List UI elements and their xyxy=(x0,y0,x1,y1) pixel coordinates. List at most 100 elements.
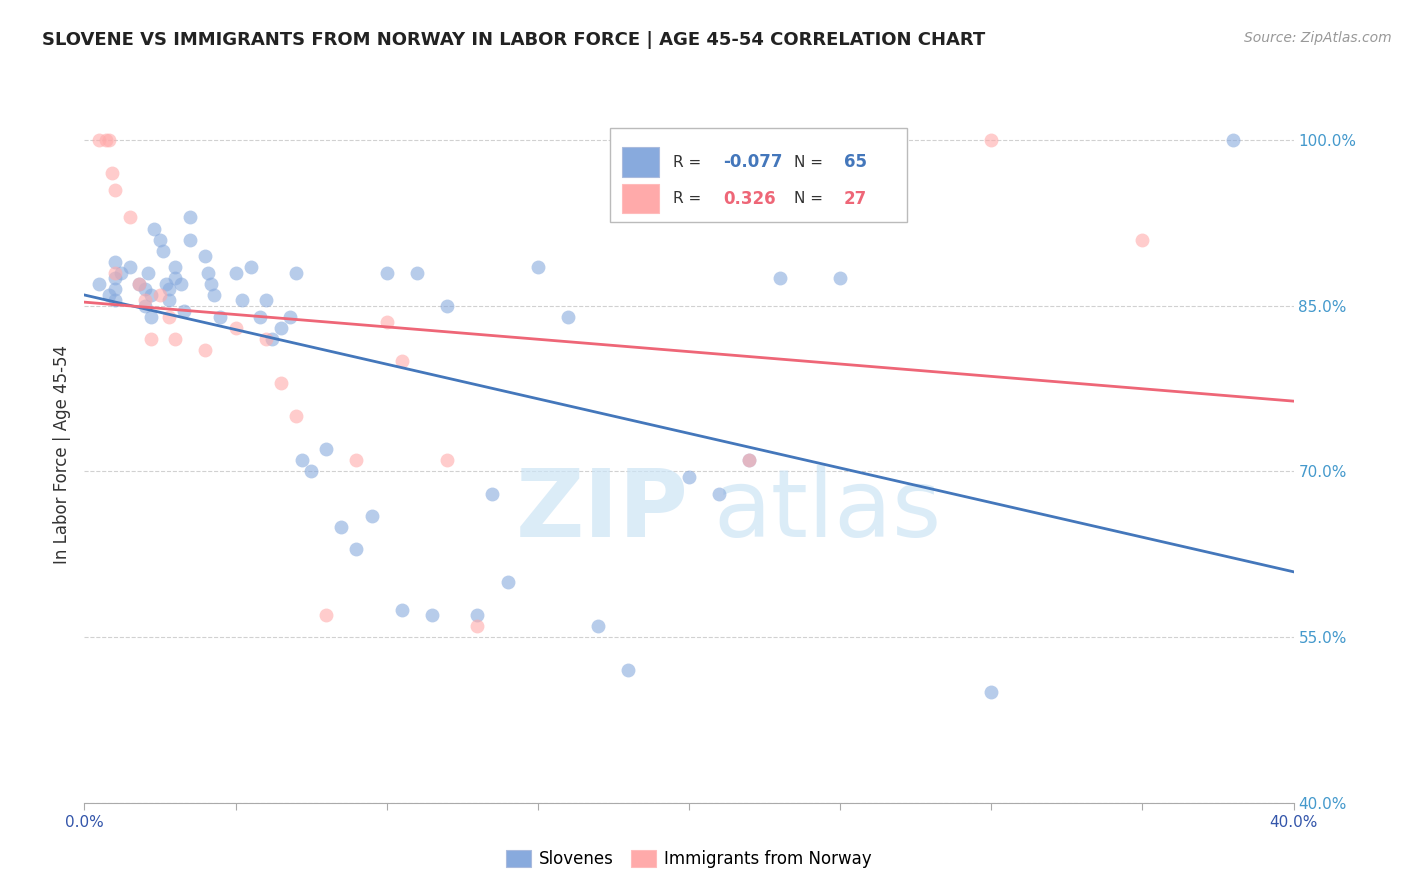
Text: N =: N = xyxy=(794,192,828,206)
Text: N =: N = xyxy=(794,154,828,169)
Point xyxy=(330,519,353,533)
Point xyxy=(467,608,489,623)
Point xyxy=(170,277,193,291)
Point xyxy=(194,249,217,263)
Point xyxy=(980,133,1002,147)
Point xyxy=(165,332,187,346)
Point xyxy=(738,453,761,467)
FancyBboxPatch shape xyxy=(623,185,659,213)
Point xyxy=(139,310,162,324)
Point xyxy=(588,619,610,633)
Point xyxy=(315,608,337,623)
Point xyxy=(391,602,413,616)
Point xyxy=(139,287,162,301)
Point xyxy=(420,608,443,623)
Point xyxy=(375,315,398,329)
Point xyxy=(173,304,195,318)
Point xyxy=(104,271,127,285)
Point xyxy=(299,465,322,479)
Point xyxy=(134,299,156,313)
Point xyxy=(155,277,177,291)
Point xyxy=(104,266,127,280)
Point xyxy=(165,271,187,285)
Point xyxy=(110,266,132,280)
Point xyxy=(209,310,232,324)
Text: atlas: atlas xyxy=(713,465,942,557)
Text: 27: 27 xyxy=(844,190,868,208)
Point xyxy=(239,260,262,275)
Point xyxy=(436,453,458,467)
Point xyxy=(194,343,217,357)
Point xyxy=(104,293,127,308)
Point xyxy=(617,663,640,677)
Point xyxy=(104,183,127,197)
Point xyxy=(360,508,382,523)
Point xyxy=(467,619,489,633)
Point xyxy=(346,453,368,467)
Point xyxy=(738,453,761,467)
Point xyxy=(254,293,277,308)
Point xyxy=(118,260,141,275)
Point xyxy=(527,260,550,275)
Point xyxy=(200,277,222,291)
Point xyxy=(346,541,368,556)
Point xyxy=(100,166,122,180)
Point xyxy=(134,282,156,296)
Point xyxy=(225,266,247,280)
Point xyxy=(89,277,111,291)
Point xyxy=(157,293,180,308)
Point xyxy=(278,310,301,324)
Point xyxy=(285,409,308,424)
Point xyxy=(89,133,111,147)
Point xyxy=(1222,133,1244,147)
Point xyxy=(157,310,180,324)
Text: R =: R = xyxy=(673,192,706,206)
Text: 65: 65 xyxy=(844,153,866,171)
Point xyxy=(104,282,127,296)
Point xyxy=(496,574,519,589)
Point xyxy=(406,266,429,280)
Point xyxy=(225,321,247,335)
Point xyxy=(709,486,731,500)
FancyBboxPatch shape xyxy=(623,147,659,177)
Point xyxy=(149,233,172,247)
Point xyxy=(980,685,1002,699)
Point xyxy=(128,277,150,291)
Point xyxy=(142,221,165,235)
Text: SLOVENE VS IMMIGRANTS FROM NORWAY IN LABOR FORCE | AGE 45-54 CORRELATION CHART: SLOVENE VS IMMIGRANTS FROM NORWAY IN LAB… xyxy=(42,31,986,49)
Point xyxy=(97,133,120,147)
Point xyxy=(291,453,314,467)
Point xyxy=(152,244,174,258)
Point xyxy=(254,332,277,346)
Text: 0.326: 0.326 xyxy=(723,190,776,208)
Point xyxy=(375,266,398,280)
Point xyxy=(830,271,852,285)
Point xyxy=(197,266,219,280)
Point xyxy=(557,310,579,324)
Point xyxy=(134,293,156,308)
Point xyxy=(149,287,172,301)
Point xyxy=(1130,233,1153,247)
Point xyxy=(249,310,271,324)
Point xyxy=(94,133,117,147)
Point xyxy=(260,332,283,346)
Point xyxy=(436,299,458,313)
Legend: Slovenes, Immigrants from Norway: Slovenes, Immigrants from Norway xyxy=(499,843,879,874)
Point xyxy=(391,354,413,368)
Point xyxy=(231,293,253,308)
Point xyxy=(769,271,792,285)
Point xyxy=(104,254,127,268)
Point xyxy=(678,470,700,484)
Point xyxy=(270,321,292,335)
FancyBboxPatch shape xyxy=(610,128,907,222)
Text: ZIP: ZIP xyxy=(516,465,689,557)
Point xyxy=(481,486,503,500)
Point xyxy=(285,266,308,280)
Point xyxy=(118,211,141,225)
Point xyxy=(270,376,292,391)
Point xyxy=(136,266,159,280)
Text: Source: ZipAtlas.com: Source: ZipAtlas.com xyxy=(1244,31,1392,45)
Text: -0.077: -0.077 xyxy=(723,153,782,171)
Point xyxy=(315,442,337,457)
Point xyxy=(165,260,187,275)
